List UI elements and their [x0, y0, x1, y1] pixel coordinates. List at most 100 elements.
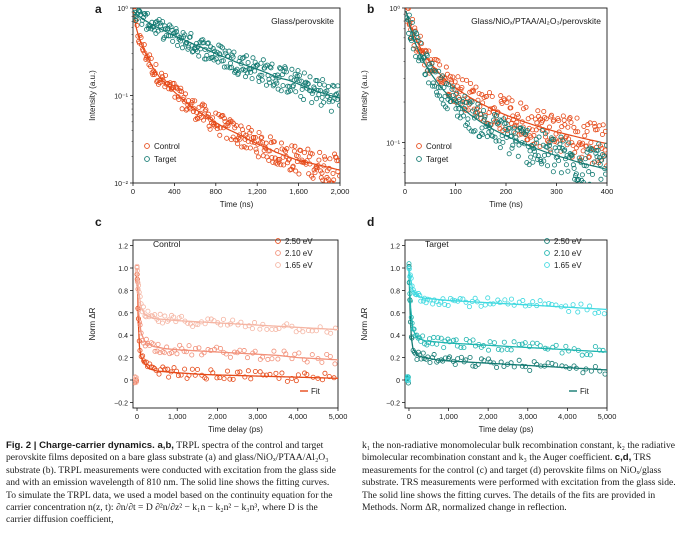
data-point [229, 65, 235, 71]
data-point [601, 311, 607, 317]
data-point [459, 101, 465, 107]
data-point [441, 345, 447, 351]
data-point [249, 76, 255, 82]
data-point [336, 90, 340, 96]
data-point [178, 85, 184, 91]
data-point [528, 154, 534, 160]
data-point [501, 339, 507, 345]
data-point [337, 102, 340, 108]
data-point [301, 97, 307, 103]
x-axis-label: Time (ns) [220, 200, 254, 209]
data-point [550, 169, 556, 175]
data-point [520, 126, 526, 132]
data-point [243, 132, 249, 138]
data-point [255, 154, 261, 160]
data-point [468, 80, 474, 86]
legend-marker [275, 262, 281, 268]
data-point [232, 68, 238, 74]
data-point [200, 37, 206, 43]
data-point [206, 123, 212, 129]
data-point [410, 46, 416, 52]
data-point [192, 98, 198, 104]
data-point [597, 347, 603, 353]
data-point [478, 130, 484, 136]
data-point [152, 312, 158, 318]
data-point [301, 150, 307, 156]
data-point [458, 354, 464, 360]
data-point [265, 356, 271, 362]
data-point [230, 54, 236, 60]
data-point [549, 112, 555, 118]
panel-title: Control [153, 239, 181, 249]
y-tick-label: 0.4 [390, 333, 400, 340]
data-point [490, 301, 496, 307]
y-tick-label: 0.6 [390, 311, 400, 318]
data-point [481, 108, 487, 114]
data-point [438, 78, 444, 84]
data-point [227, 60, 233, 66]
legend-label: Target [426, 155, 449, 164]
data-point [199, 40, 205, 46]
plot-area [405, 261, 607, 386]
data-point [567, 115, 573, 121]
data-point [427, 336, 433, 342]
data-point [502, 126, 508, 132]
data-point [331, 177, 337, 183]
data-point [169, 350, 175, 356]
legend-label: 2.10 eV [554, 249, 582, 258]
data-point [485, 295, 491, 301]
data-point [245, 368, 251, 374]
data-point [458, 344, 464, 350]
data-point [513, 122, 519, 128]
data-point [569, 140, 575, 146]
data-point [312, 170, 318, 176]
data-point [422, 71, 428, 77]
data-point [327, 156, 333, 162]
data-point [543, 134, 549, 140]
x-tick-label: 0 [135, 412, 139, 421]
x-tick-label: 0 [131, 187, 135, 196]
data-point [258, 135, 264, 141]
data-point [508, 347, 514, 353]
data-point [579, 172, 585, 178]
data-point [242, 374, 248, 380]
data-point [183, 349, 189, 355]
data-point [205, 114, 211, 120]
data-point [275, 157, 281, 163]
data-point [463, 336, 469, 342]
data-point [431, 334, 437, 340]
data-point [569, 152, 575, 158]
data-point [259, 77, 265, 83]
y-tick-label: 1.0 [118, 266, 128, 273]
data-point [470, 87, 476, 93]
legend-label: Target [154, 155, 177, 164]
data-point [487, 339, 493, 345]
data-point [584, 128, 590, 134]
data-point [508, 105, 514, 111]
data-point [494, 364, 500, 370]
x-tick-label: 5,000 [598, 412, 617, 421]
data-point [305, 146, 311, 152]
data-point [573, 145, 579, 151]
data-point [549, 137, 555, 143]
data-point [468, 128, 474, 134]
data-point [603, 142, 607, 148]
data-point [192, 372, 198, 378]
data-point [478, 303, 484, 309]
data-point [224, 135, 230, 141]
data-point [451, 337, 457, 343]
data-point [429, 60, 435, 66]
data-point [540, 142, 546, 148]
data-point [558, 170, 564, 176]
data-point [247, 145, 253, 151]
data-point [309, 151, 315, 157]
data-point [455, 74, 461, 80]
figure-canvas: a 0 400 800 1,200 1,600 2,000 10⁻² 10⁻¹ 10⁰ Time (… [88, 2, 617, 434]
data-point [257, 326, 263, 332]
data-point [309, 352, 315, 358]
data-point [520, 298, 526, 304]
data-point [500, 139, 506, 145]
data-point [566, 348, 572, 354]
data-point [436, 68, 442, 74]
data-point [479, 92, 485, 98]
